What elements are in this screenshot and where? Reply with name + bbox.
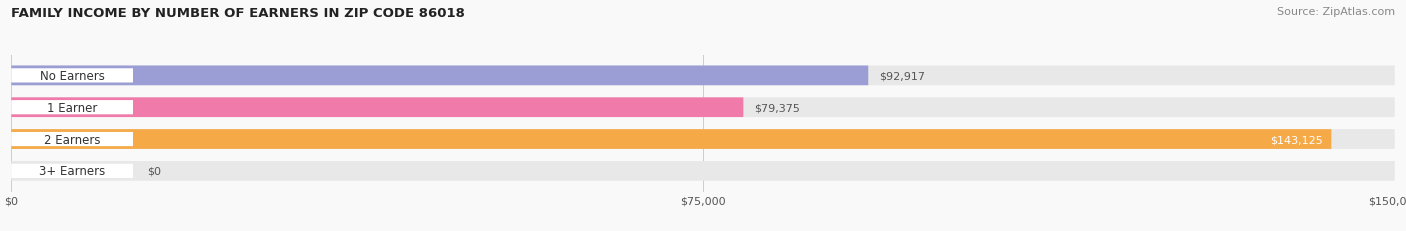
FancyBboxPatch shape [11,98,1395,118]
Text: 2 Earners: 2 Earners [44,133,100,146]
FancyBboxPatch shape [11,130,1395,149]
FancyBboxPatch shape [11,69,134,83]
Text: 1 Earner: 1 Earner [46,101,97,114]
Text: No Earners: No Earners [39,70,104,82]
FancyBboxPatch shape [11,132,134,146]
Text: Source: ZipAtlas.com: Source: ZipAtlas.com [1277,7,1395,17]
FancyBboxPatch shape [11,66,1395,86]
FancyBboxPatch shape [11,98,744,118]
Text: $143,125: $143,125 [1270,134,1323,144]
Text: $92,917: $92,917 [879,71,925,81]
Text: $79,375: $79,375 [755,103,800,113]
Text: 3+ Earners: 3+ Earners [39,165,105,178]
FancyBboxPatch shape [11,164,134,178]
FancyBboxPatch shape [11,101,134,115]
Text: $0: $0 [146,166,160,176]
FancyBboxPatch shape [11,66,869,86]
FancyBboxPatch shape [11,161,1395,181]
Text: FAMILY INCOME BY NUMBER OF EARNERS IN ZIP CODE 86018: FAMILY INCOME BY NUMBER OF EARNERS IN ZI… [11,7,465,20]
FancyBboxPatch shape [11,130,1331,149]
